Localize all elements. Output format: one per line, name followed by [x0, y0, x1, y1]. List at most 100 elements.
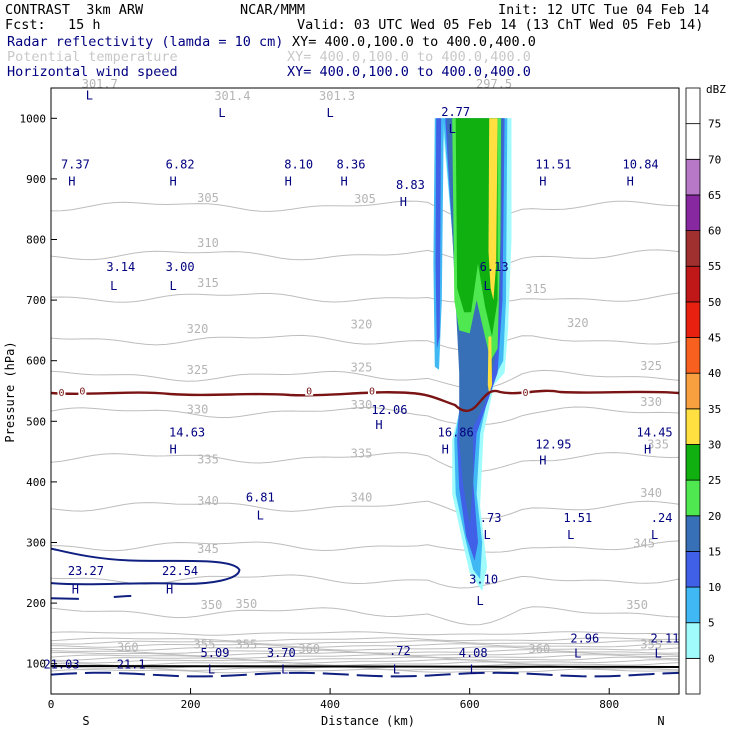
theta-contour	[51, 661, 679, 666]
colorbar-swatch	[685, 479, 701, 517]
high-low-marker: L	[449, 122, 456, 136]
field-name-wind: Horizontal wind speed	[7, 64, 178, 80]
theta-contour-label: 360	[529, 642, 551, 656]
freezing-level-label: 0	[369, 387, 375, 398]
x-tick-label: 400	[320, 698, 340, 711]
colorbar-swatch	[685, 230, 701, 267]
theta-contour	[51, 406, 679, 426]
freezing-level-label: 0	[58, 388, 64, 399]
high-low-marker: L	[110, 279, 117, 293]
wind-speed-value: 10.84	[623, 158, 659, 172]
theta-contour	[51, 646, 679, 651]
colorbar-level-label: 45	[708, 332, 721, 345]
high-low-marker: L	[393, 662, 400, 676]
high-low-marker: H	[169, 442, 176, 456]
colorbar-level-label: 5	[708, 617, 715, 630]
y-tick-label: 400	[26, 476, 46, 489]
y-tick-label: 200	[26, 597, 46, 610]
field-xy-reflectivity: XY= 400.0,100.0 to 400.0,400.0	[292, 34, 536, 50]
theta-contour	[51, 200, 679, 221]
y-tick-label: 700	[26, 294, 46, 307]
colorbar-swatch	[685, 301, 701, 338]
theta-contour-label: 350	[626, 598, 648, 612]
wind-speed-value: .24	[651, 511, 673, 525]
theta-contour-label: 360	[298, 642, 320, 656]
high-low-marker: H	[644, 442, 651, 456]
high-low-marker: L	[218, 106, 225, 120]
x-end-label-south: S	[82, 714, 89, 728]
high-low-marker: H	[442, 442, 449, 456]
theta-contour	[51, 640, 679, 645]
theta-contour-label: 320	[187, 322, 209, 336]
center-name: NCAR/MMM	[240, 2, 306, 18]
x-tick-label: 200	[181, 698, 201, 711]
high-low-marker: L	[654, 647, 661, 661]
colorbar-level-label: 0	[708, 652, 715, 665]
wind-speed-value: 3.14	[106, 260, 135, 274]
theta-contour	[51, 631, 679, 636]
colorbar-level-label: 20	[708, 510, 721, 523]
theta-contour	[51, 654, 679, 659]
theta-contour-label: 345	[197, 542, 219, 556]
theta-contour-label: 305	[197, 191, 219, 205]
freezing-level-label: 0	[522, 388, 528, 399]
colorbar-swatch	[685, 123, 701, 160]
y-tick-label: 500	[26, 415, 46, 428]
theta-contour-label: 297.5	[476, 77, 512, 91]
high-low-marker: L	[574, 647, 581, 661]
colorbar-level-label: 30	[708, 438, 721, 451]
field-xy-theta: XY= 400.0,100.0 to 400.0,400.0	[287, 49, 531, 65]
theta-contour-label: 350	[236, 597, 258, 611]
high-low-marker: L	[208, 662, 215, 676]
x-end-label-north: N	[657, 714, 664, 728]
high-low-marker: H	[72, 582, 79, 596]
theta-contour-label: 335	[351, 447, 373, 461]
colorbar-level-label: 65	[708, 189, 721, 202]
zero-label-bg	[521, 386, 530, 397]
theta-contour	[51, 369, 679, 390]
wind-speed-value: 12.95	[535, 438, 571, 452]
colorbar-swatch	[685, 337, 701, 374]
theta-contour	[51, 540, 679, 553]
theta-contour-label: 330	[640, 395, 662, 409]
theta-contour	[51, 334, 679, 351]
reflectivity-area	[455, 118, 498, 337]
x-tick-label: 0	[48, 698, 55, 711]
theta-contour	[51, 658, 679, 664]
high-low-marker: L	[470, 662, 477, 676]
axes: 0 200 400 600 800 100 200 300 400 500 600 700 800 900…	[20, 112, 620, 711]
high-low-marker: L	[326, 106, 333, 120]
theta-contour	[51, 249, 679, 267]
wind-speed-value: 2.96	[570, 632, 599, 646]
theta-contour-label: 355	[236, 638, 258, 652]
wind-contour	[51, 671, 679, 678]
colorbar-level-label: 35	[708, 403, 721, 416]
reflectivity-area	[487, 336, 492, 394]
wind-speed-value: 14.45	[637, 425, 673, 439]
colorbar-level-label: 25	[708, 474, 721, 487]
high-low-marker: H	[166, 582, 173, 596]
colorbar-swatch	[685, 622, 701, 659]
wind-speed-value: 1.51	[563, 511, 592, 525]
wind-contour	[113, 594, 132, 599]
wind-speed-value: 2.11	[651, 632, 680, 646]
theta-contour-label: 315	[525, 282, 547, 296]
theta-contour	[51, 649, 679, 654]
theta-contour-label: 320	[351, 318, 373, 332]
high-low-marker: H	[375, 418, 382, 432]
field-xy-wind: XY= 400.0,100.0 to 400.0,400.0	[287, 64, 531, 80]
wind-speed-value: .72	[389, 644, 411, 658]
colorbar-swatch	[685, 551, 701, 588]
freezing-level-label: 0	[306, 387, 312, 398]
plot-frame	[50, 87, 680, 695]
zero-label-bg	[305, 385, 314, 396]
wind-contour	[51, 547, 241, 586]
theta-contour	[51, 637, 679, 642]
theta-contour-label: 355	[194, 638, 216, 652]
high-low-marker: H	[68, 175, 75, 189]
high-low-marker: L	[483, 528, 490, 542]
colorbar-level-label: 55	[708, 260, 721, 273]
colorbar-swatch	[685, 265, 701, 303]
high-low-marker: H	[169, 175, 176, 189]
